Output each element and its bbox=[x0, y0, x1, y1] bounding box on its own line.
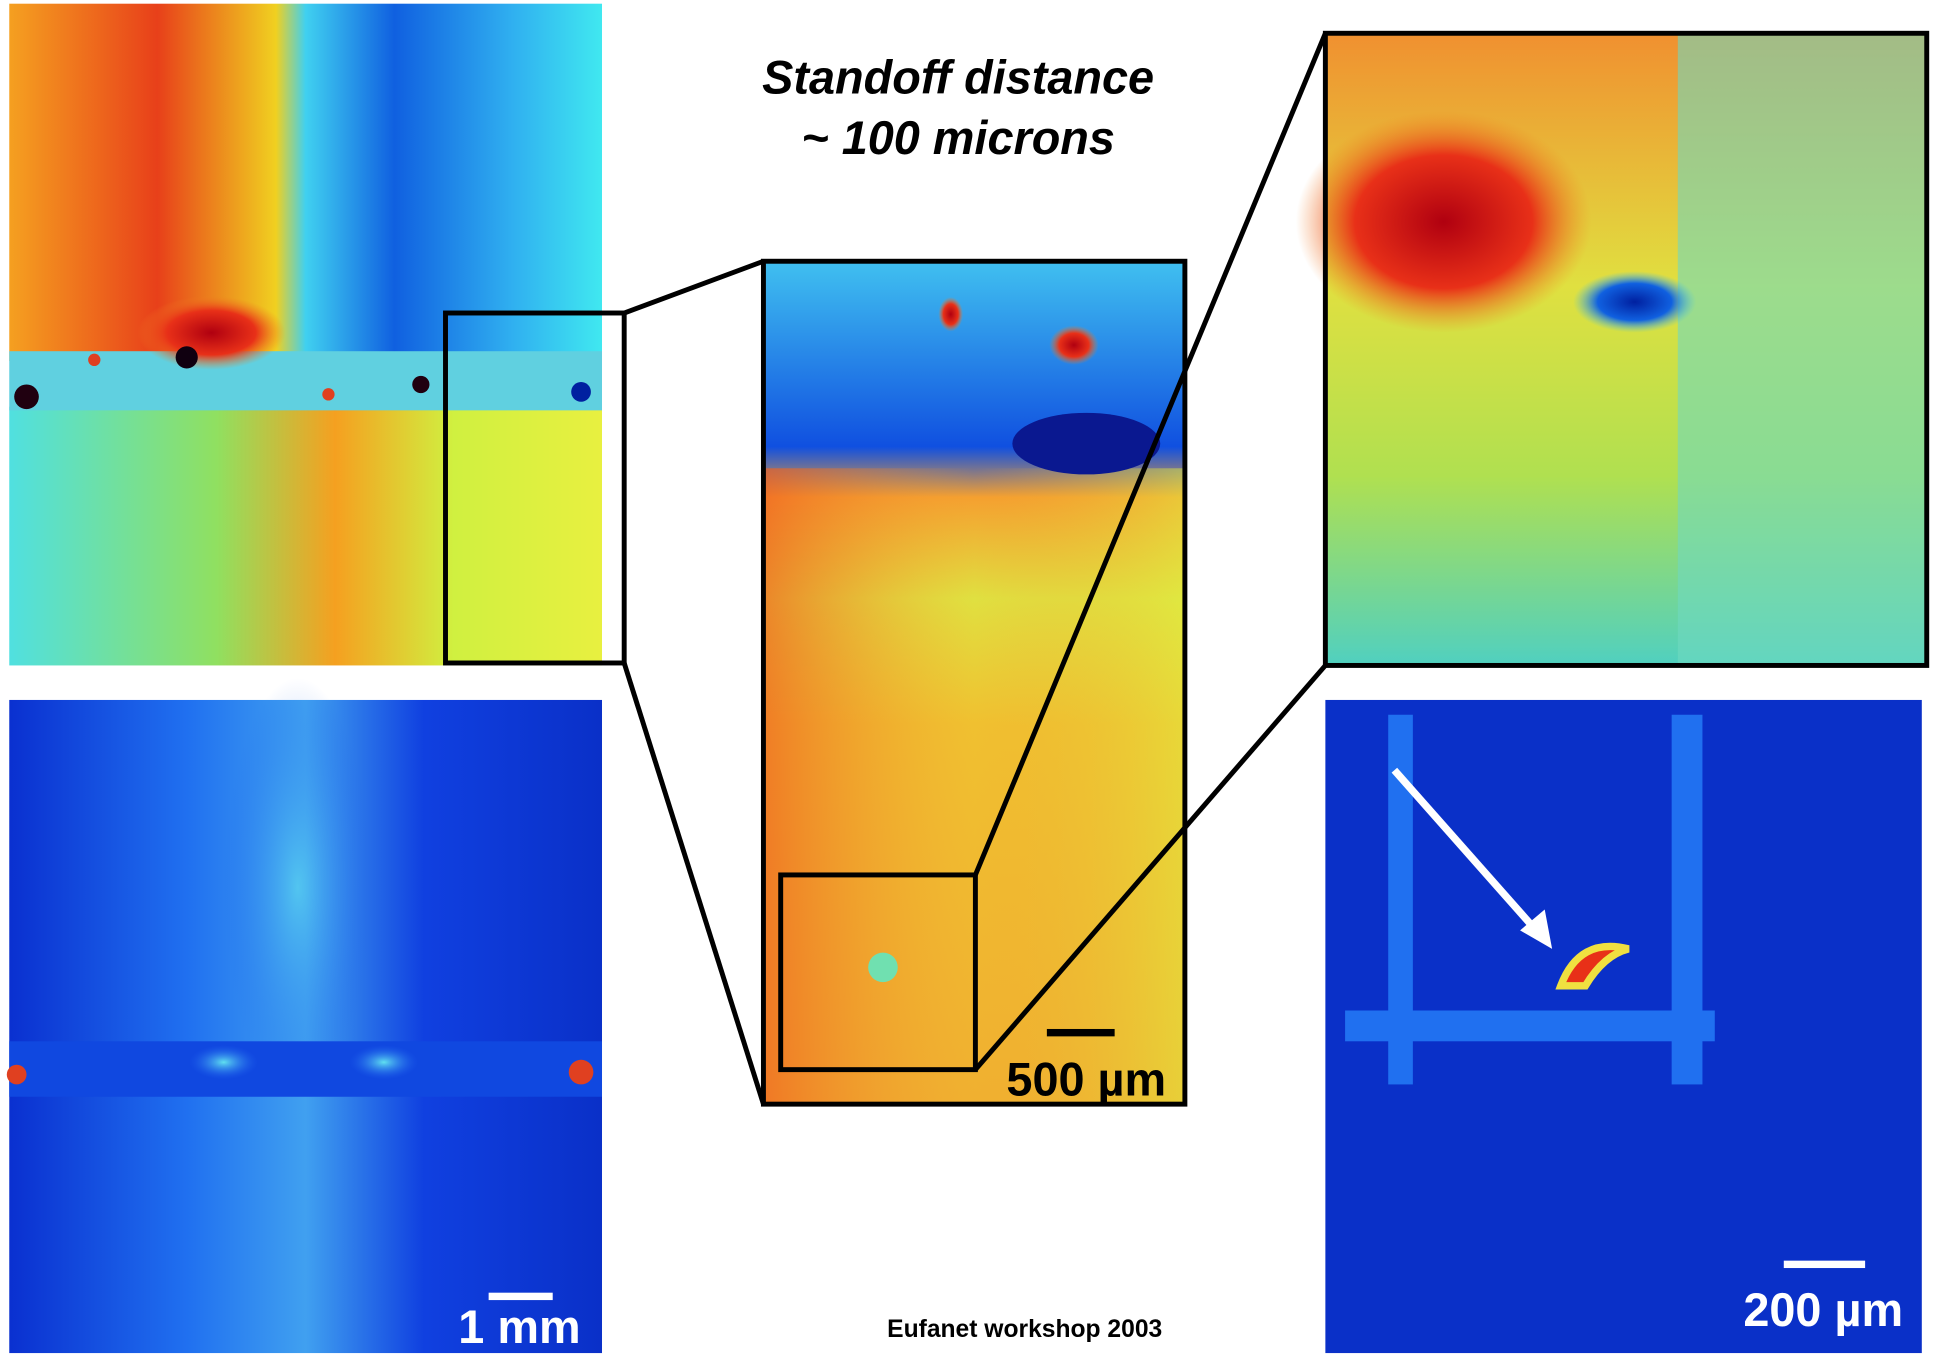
map-bottom-right: 200 µm bbox=[1325, 700, 1921, 1353]
footer: Eufanet workshop 2003 bbox=[887, 1316, 1162, 1343]
scale-label: 1 mm bbox=[458, 1301, 580, 1353]
map-top-right bbox=[1296, 33, 1927, 665]
scale-label: 200 µm bbox=[1743, 1284, 1903, 1336]
page: {"title": {"line1": "Standoff distance",… bbox=[0, 0, 1936, 1358]
title: Standoff distance bbox=[762, 52, 1154, 104]
map-bottom-left: 1 mm bbox=[7, 678, 602, 1353]
title: ~ 100 microns bbox=[801, 112, 1115, 164]
map-top-left bbox=[9, 4, 602, 666]
figure: 1 mm 200 µm 500 µm Standoff distance bbox=[0, 0, 1936, 1358]
scale-label: 500 µm bbox=[1006, 1054, 1166, 1106]
